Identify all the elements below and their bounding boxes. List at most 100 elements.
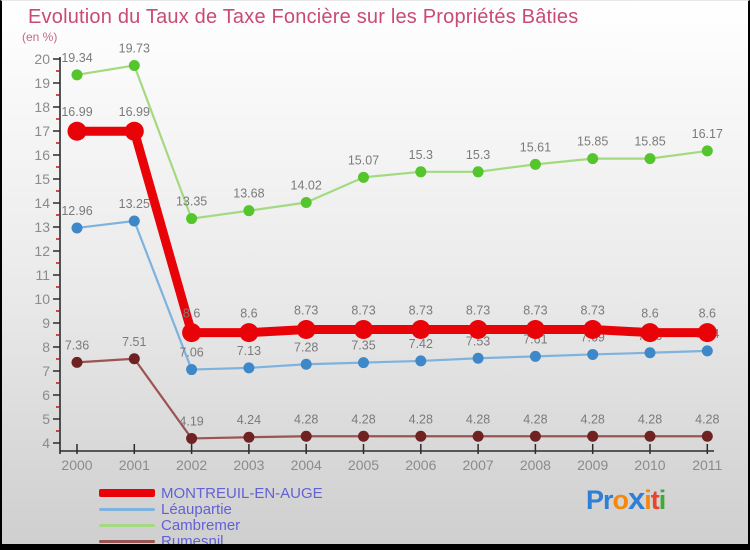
point-label-rumesnil: 4.28 (351, 412, 375, 426)
data-point-rumesnil (529, 430, 541, 442)
logo-letter: i (644, 485, 651, 515)
y-tick-label: 20 (34, 51, 50, 67)
x-tick-label: 2008 (520, 457, 551, 473)
data-point-cambremer (300, 197, 312, 209)
point-label-léaupartie: 13.25 (119, 197, 150, 211)
logo-letter: t (650, 485, 660, 515)
point-label-montreuil-en-auge: 16.99 (61, 105, 92, 119)
point-label-montreuil-en-auge: 8.73 (466, 303, 490, 317)
data-point-montreuil-en-auge (583, 319, 603, 339)
data-point-léaupartie (358, 357, 369, 369)
data-point-montreuil-en-auge (67, 121, 87, 141)
data-point-rumesnil (644, 430, 656, 442)
y-tick-label: 13 (34, 219, 50, 235)
logo-letter: o (612, 485, 629, 515)
data-point-rumesnil (128, 353, 140, 365)
data-point-cambremer (644, 153, 656, 165)
data-point-léaupartie (415, 355, 427, 367)
data-point-cambremer (128, 59, 140, 71)
series-line-rumesnil (75, 357, 709, 440)
data-point-rumesnil (358, 430, 369, 442)
y-tick-label: 7 (42, 363, 50, 379)
point-label-rumesnil: 4.28 (638, 412, 662, 426)
point-label-montreuil-en-auge: 8.73 (351, 303, 375, 317)
point-label-léaupartie: 7.35 (351, 339, 375, 353)
point-label-montreuil-en-auge: 8.6 (183, 307, 200, 321)
legend-label: MONTREUIL-EN-AUGE (161, 484, 323, 502)
data-point-léaupartie (186, 364, 198, 376)
data-point-montreuil-en-auge (354, 319, 373, 339)
chart-title: Evolution du Taux de Taxe Foncière sur l… (28, 6, 579, 28)
data-point-cambremer (243, 205, 255, 217)
chart-subtitle: (en %) (22, 30, 58, 44)
point-label-montreuil-en-auge: 8.6 (641, 307, 658, 321)
data-point-montreuil-en-auge (182, 323, 202, 343)
point-label-montreuil-en-auge: 16.99 (119, 105, 150, 119)
data-point-rumesnil (472, 430, 484, 442)
point-label-rumesnil: 4.24 (237, 413, 261, 427)
legend-label: Rumesnil (161, 532, 224, 550)
logo-letter: P (586, 485, 604, 515)
data-point-léaupartie (128, 215, 140, 227)
series-line-cambremer (75, 64, 709, 220)
data-point-montreuil-en-auge (525, 319, 545, 339)
data-point-rumesnil (587, 430, 599, 442)
y-tick-label: 5 (42, 411, 50, 427)
data-point-rumesnil (186, 432, 198, 444)
y-tick-label: 9 (42, 315, 50, 331)
y-tick-label: 18 (34, 99, 50, 115)
point-label-montreuil-en-auge: 8.6 (240, 307, 257, 321)
data-point-léaupartie (71, 222, 83, 234)
y-tick-label: 14 (34, 195, 50, 211)
data-point-cambremer (587, 153, 599, 165)
x-tick-label: 2005 (348, 457, 379, 473)
data-point-cambremer (186, 213, 198, 225)
y-tick-label: 16 (34, 147, 50, 163)
legend-swatch-rumesnil (99, 539, 155, 543)
x-tick-label: 2009 (577, 457, 608, 473)
data-point-léaupartie (644, 347, 656, 359)
y-tick-label: 19 (34, 75, 50, 91)
point-label-montreuil-en-auge: 8.73 (294, 303, 318, 317)
point-label-rumesnil: 7.36 (65, 338, 89, 352)
legend-item-rumesnil: Rumesnil (99, 532, 323, 550)
proxiti-logo: Proxiti (586, 483, 666, 516)
point-label-rumesnil: 4.28 (466, 412, 490, 426)
data-point-léaupartie (472, 352, 484, 364)
data-point-léaupartie (243, 362, 255, 374)
data-point-léaupartie (529, 350, 541, 362)
data-point-cambremer (529, 158, 541, 170)
point-label-rumesnil: 4.28 (523, 412, 547, 426)
point-label-léaupartie: 7.53 (466, 334, 490, 348)
point-label-cambremer: 13.68 (233, 187, 264, 201)
y-tick-label: 12 (34, 243, 50, 259)
point-label-cambremer: 19.34 (61, 51, 92, 65)
y-tick-label: 11 (35, 267, 50, 283)
legend-swatch-leaupartie (99, 507, 155, 511)
x-tick-label: 2006 (405, 457, 436, 473)
point-label-cambremer: 13.35 (176, 195, 207, 209)
point-label-rumesnil: 4.28 (581, 412, 605, 426)
legend-swatch-cambremer (99, 523, 155, 527)
point-label-cambremer: 15.85 (577, 135, 608, 149)
data-point-montreuil-en-auge (296, 319, 316, 339)
data-point-léaupartie (587, 348, 599, 360)
data-point-montreuil-en-auge (697, 323, 717, 343)
point-label-cambremer: 15.07 (348, 153, 379, 167)
x-tick-label: 2002 (176, 457, 207, 473)
point-label-cambremer: 14.02 (291, 179, 322, 193)
point-label-cambremer: 19.73 (119, 41, 150, 55)
legend-label: Cambremer (161, 516, 241, 534)
legend-item-montreuil-en-auge: MONTREUIL-EN-AUGE (99, 485, 323, 501)
legend-item-leaupartie: Léaupartie (99, 501, 323, 517)
y-tick-label: 17 (34, 123, 50, 139)
point-label-cambremer: 15.3 (466, 148, 490, 162)
data-point-léaupartie (701, 345, 713, 357)
data-point-cambremer (71, 69, 83, 81)
point-label-montreuil-en-auge: 8.6 (699, 307, 716, 321)
data-point-montreuil-en-auge (411, 319, 431, 339)
y-tick-label: 4 (42, 435, 50, 451)
point-label-léaupartie: 12.96 (61, 204, 92, 218)
point-label-cambremer: 15.61 (520, 140, 551, 154)
data-point-montreuil-en-auge (124, 121, 144, 141)
